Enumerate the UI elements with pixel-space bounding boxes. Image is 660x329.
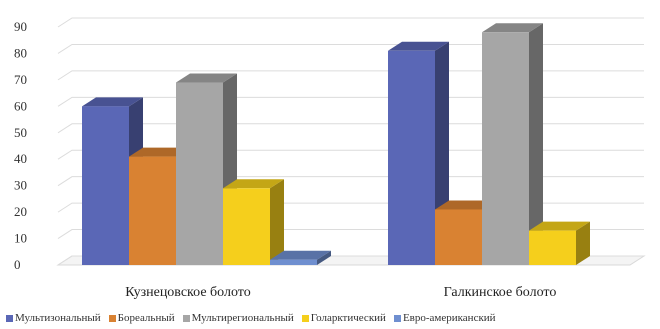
gridline-60 xyxy=(57,96,644,107)
legend-item-4: Голарктический xyxy=(301,312,386,324)
y-tick-label-20: 20 xyxy=(14,204,27,219)
legend-label: Голарктический xyxy=(310,312,386,324)
legend-swatch xyxy=(182,314,190,322)
y-tick-label-60: 60 xyxy=(14,98,27,113)
legend-label: Мультизональный xyxy=(15,312,101,324)
legend-item-5: Евро-американский xyxy=(393,312,496,324)
x-category-label-1: Кузнецовское болото xyxy=(125,285,250,300)
bar-2-4 xyxy=(529,221,590,265)
bar-1-5 xyxy=(270,250,331,265)
x-axis: Кузнецовское болото Галкинское болото xyxy=(125,285,556,300)
gridline-30 xyxy=(57,176,644,187)
legend: Мультизональный Бореальный Мультирегиональ… xyxy=(6,312,660,324)
bars xyxy=(82,23,590,266)
y-tick-label-80: 80 xyxy=(14,45,27,60)
legend-item-2: Бореальный xyxy=(108,312,175,324)
y-tick-label-70: 70 xyxy=(14,72,27,87)
legend-swatch xyxy=(393,314,401,322)
bar-1-4 xyxy=(223,179,284,265)
chart-area: 0 10 20 30 40 50 60 70 80 90 Кузнецовское болото Г… xyxy=(14,17,646,300)
legend-item-3: Мультирегиональный xyxy=(182,312,294,324)
bar-2-3 xyxy=(482,23,543,266)
gridline-90 xyxy=(57,17,644,28)
gridline-80 xyxy=(57,43,644,54)
y-axis: 0 10 20 30 40 50 60 70 80 90 xyxy=(14,19,27,272)
y-tick-label-40: 40 xyxy=(14,151,27,166)
legend-label: Мультирегиональный xyxy=(191,312,294,324)
gridline-50 xyxy=(57,123,644,134)
legend-swatch xyxy=(6,314,13,322)
x-category-label-2: Галкинское болото xyxy=(444,285,557,300)
y-tick-label-50: 50 xyxy=(14,125,27,140)
gridline-70 xyxy=(57,70,644,81)
gridline-40 xyxy=(57,149,644,160)
y-tick-label-30: 30 xyxy=(14,178,27,193)
legend-item-1: Мультизональный xyxy=(6,312,101,324)
y-tick-label-10: 10 xyxy=(14,231,27,246)
y-tick-label-90: 90 xyxy=(14,19,27,34)
legend-swatch xyxy=(108,314,116,322)
legend-label: Евро-американский xyxy=(402,312,496,324)
legend-label: Бореальный xyxy=(117,312,175,324)
legend-swatch xyxy=(301,314,309,322)
y-tick-label-0: 0 xyxy=(14,257,21,272)
